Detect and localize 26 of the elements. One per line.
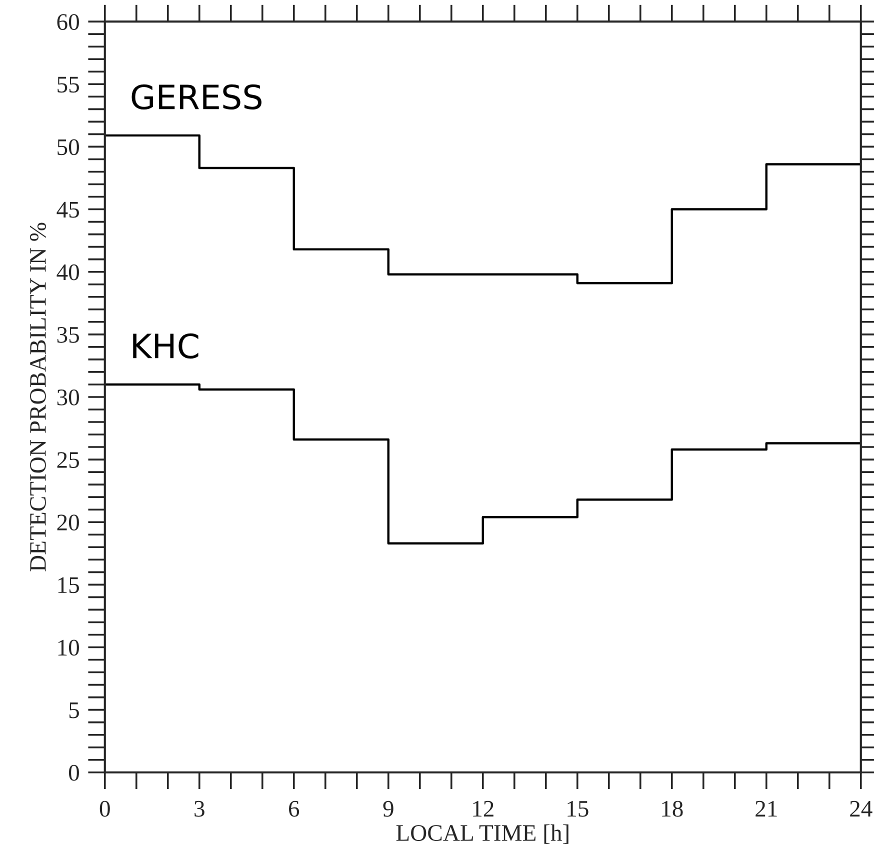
x-axis-title: LOCAL TIME [h] <box>396 824 568 844</box>
y-tick-label: 10 <box>58 640 79 656</box>
y-tick-label: 15 <box>58 577 79 594</box>
series-label: GERESS <box>132 84 262 110</box>
y-tick-label: 25 <box>57 452 79 468</box>
x-tick-label: 18 <box>662 800 683 817</box>
x-tick-label: 9 <box>383 800 394 817</box>
x-tick-label: 3 <box>194 800 204 817</box>
y-tick-label: 55 <box>58 76 79 93</box>
y-tick-label: 30 <box>57 389 79 406</box>
x-tick-label: 15 <box>568 800 588 817</box>
y-tick-label: 60 <box>57 14 79 30</box>
y-tick-label: 35 <box>57 326 79 343</box>
x-tick-label: 24 <box>850 800 872 817</box>
y-tick-label: 50 <box>58 139 79 156</box>
y-tick-label: 0 <box>68 764 79 781</box>
series-label: KHC <box>133 333 198 359</box>
y-axis-title: DETECTION PROBABILITY IN % <box>30 222 46 572</box>
y-tick-label: 40 <box>56 264 79 280</box>
x-tick-label: 21 <box>756 800 777 817</box>
y-tick-label: 20 <box>57 514 79 531</box>
y-tick-label: 45 <box>56 202 79 218</box>
x-tick-label: 0 <box>100 800 110 817</box>
x-tick-label: 12 <box>473 800 494 817</box>
y-tick-label: 5 <box>69 702 79 718</box>
x-tick-label: 6 <box>288 800 300 817</box>
